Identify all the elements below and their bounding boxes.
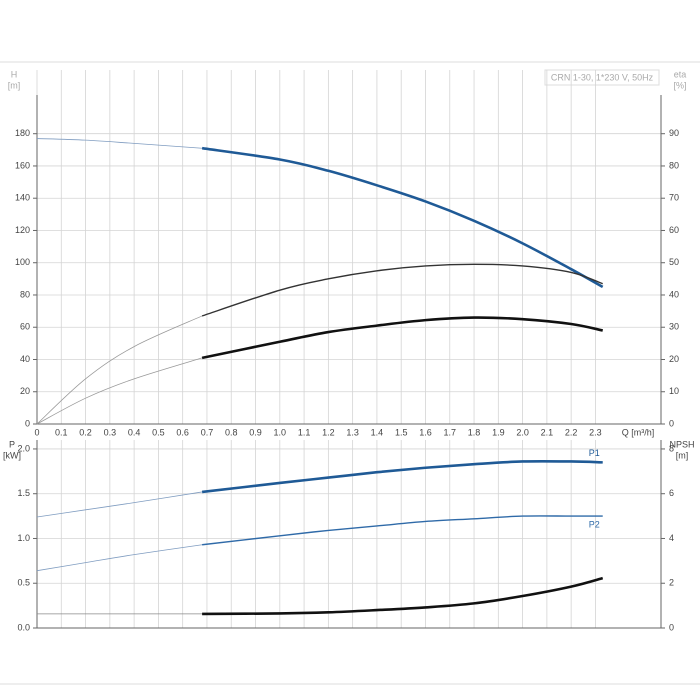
y2-tick-label: 2 xyxy=(669,578,674,588)
y-tick-label: 0.5 xyxy=(17,578,30,588)
y2-tick-label: 20 xyxy=(669,354,679,364)
x-tick-label: 2.0 xyxy=(516,427,529,437)
curve xyxy=(36,491,203,518)
x-tick-label: 0.2 xyxy=(79,427,92,437)
x-tick-label: 1.8 xyxy=(468,427,481,437)
y2-tick-label: 6 xyxy=(669,488,674,498)
curve xyxy=(201,459,603,494)
y2-tick-label: 30 xyxy=(669,322,679,332)
x-tick-label: 0.1 xyxy=(55,427,68,437)
y2-label: [m] xyxy=(676,450,689,460)
series-label: P2 xyxy=(589,519,600,529)
x-tick-label: 1.7 xyxy=(444,427,457,437)
x-tick-label: 1.1 xyxy=(298,427,311,437)
y2-label: NPSH xyxy=(669,439,694,449)
y-tick-label: 100 xyxy=(15,257,30,267)
y-tick-label: 60 xyxy=(20,322,30,332)
chart-title: CRN 1-30, 1*230 V, 50Hz xyxy=(551,72,654,82)
x-tick-label: 0.8 xyxy=(225,427,238,437)
series-label: P1 xyxy=(589,448,600,458)
y2-tick-label: 0 xyxy=(669,418,674,428)
y-tick-label: 2.0 xyxy=(17,443,30,453)
y2-tick-label: 70 xyxy=(669,193,679,203)
y-tick-label: 80 xyxy=(20,289,30,299)
y2-tick-label: 0 xyxy=(669,622,674,632)
x-tick-label: 0.4 xyxy=(128,427,141,437)
y2-tick-label: 8 xyxy=(669,443,674,453)
x-tick-label: 0 xyxy=(34,427,39,437)
y2-label: [%] xyxy=(673,80,686,90)
x-tick-label: 1.9 xyxy=(492,427,505,437)
x-tick-label: 1.6 xyxy=(419,427,432,437)
y-tick-label: 140 xyxy=(15,193,30,203)
x-tick-label: 0.5 xyxy=(152,427,165,437)
curve xyxy=(201,263,603,317)
x-tick-label: 1.4 xyxy=(371,427,384,437)
y-tick-label: 180 xyxy=(15,128,30,138)
curve xyxy=(202,576,604,616)
y-tick-label: 0.0 xyxy=(17,622,30,632)
y-tick-label: 20 xyxy=(20,386,30,396)
y-tick-label: 120 xyxy=(15,225,30,235)
y-label: P xyxy=(9,439,15,449)
y2-tick-label: 4 xyxy=(669,533,674,543)
x-tick-label: 1.0 xyxy=(274,427,287,437)
curve xyxy=(36,357,203,425)
y-tick-label: 40 xyxy=(20,354,30,364)
y2-tick-label: 60 xyxy=(669,225,679,235)
curve xyxy=(36,138,203,149)
x-tick-label: 1.5 xyxy=(395,427,408,437)
y-label: H xyxy=(11,69,18,79)
y-tick-label: 1.0 xyxy=(17,533,30,543)
x-tick-label: 2.3 xyxy=(589,427,602,437)
curve xyxy=(202,515,603,546)
y-label: [kW] xyxy=(3,450,21,460)
x-label: Q [m³/h] xyxy=(622,427,655,437)
x-tick-label: 0.9 xyxy=(249,427,262,437)
y2-label: eta xyxy=(674,69,687,79)
x-tick-label: 2.2 xyxy=(565,427,578,437)
x-tick-label: 0.3 xyxy=(104,427,117,437)
x-tick-label: 2.1 xyxy=(541,427,554,437)
y-label: [m] xyxy=(8,80,21,90)
curve xyxy=(201,146,604,289)
y-tick-label: 1.5 xyxy=(17,488,30,498)
y-tick-label: 0 xyxy=(25,418,30,428)
title-box xyxy=(544,69,660,86)
y2-tick-label: 10 xyxy=(669,386,679,396)
x-tick-label: 1.2 xyxy=(322,427,335,437)
x-tick-label: 1.3 xyxy=(346,427,359,437)
curve xyxy=(36,315,203,425)
x-tick-label: 0.6 xyxy=(176,427,189,437)
y2-tick-label: 80 xyxy=(669,160,679,170)
y2-tick-label: 40 xyxy=(669,289,679,299)
curve xyxy=(36,544,203,572)
y2-tick-label: 90 xyxy=(669,128,679,138)
y2-tick-label: 50 xyxy=(669,257,679,267)
x-tick-label: 0.7 xyxy=(201,427,214,437)
y-tick-label: 160 xyxy=(15,160,30,170)
curve xyxy=(201,316,603,360)
